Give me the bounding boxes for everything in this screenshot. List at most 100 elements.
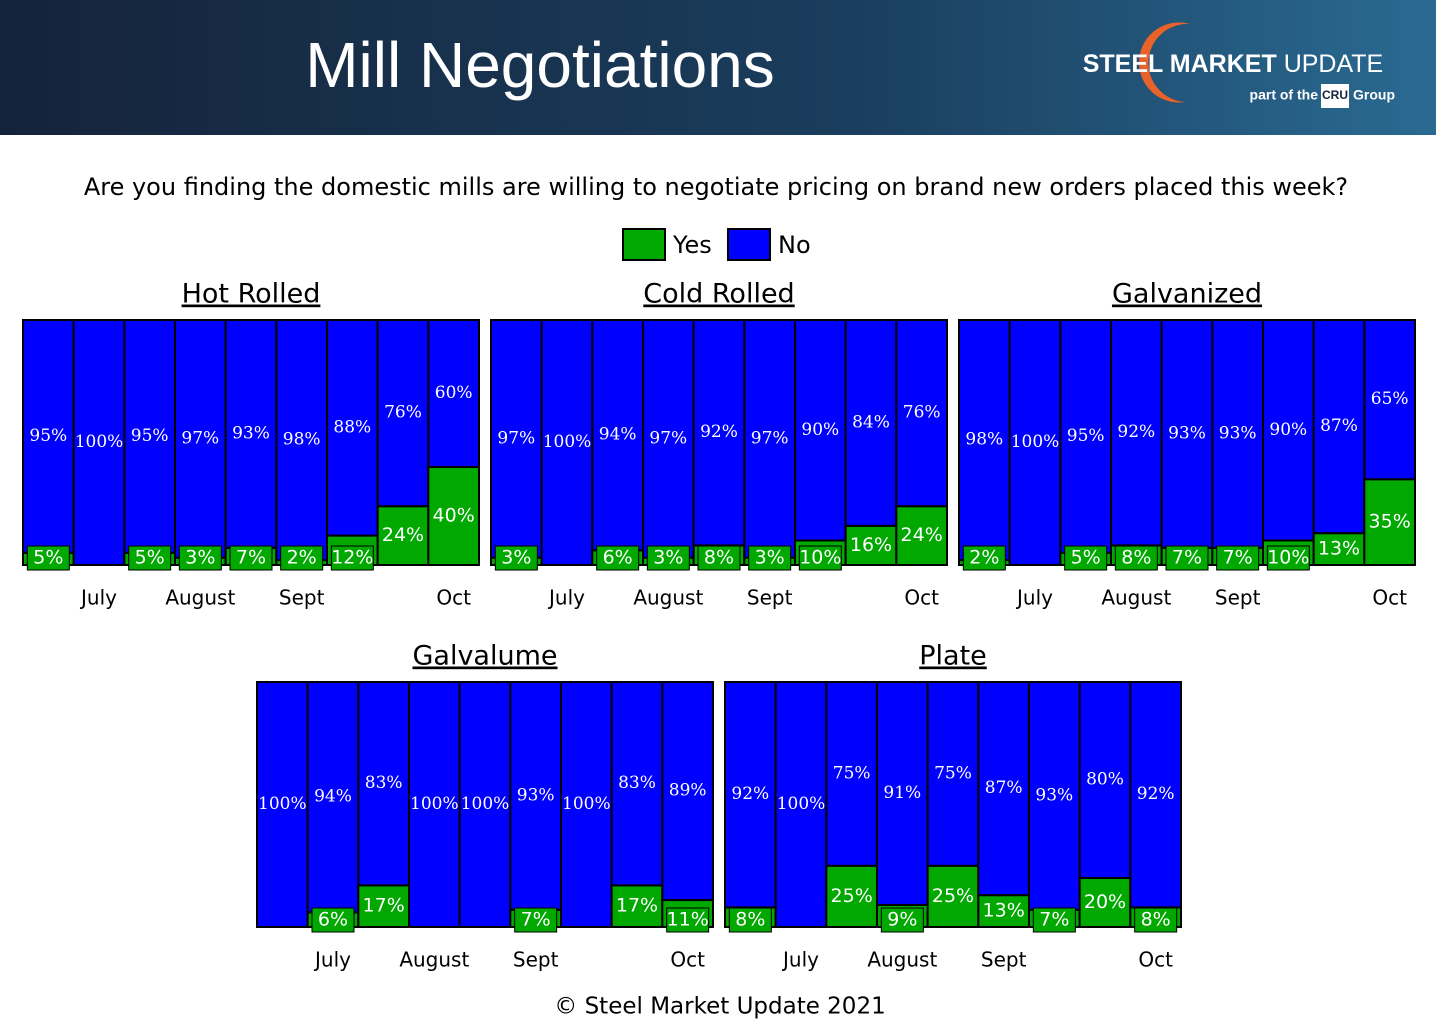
yes-bar: [926, 864, 980, 928]
yes-value-label: 24%: [901, 524, 943, 546]
yes-value-label: 10%: [799, 547, 841, 569]
yes-label-box: [1134, 907, 1178, 933]
no-bar: [560, 681, 613, 928]
x-tick-label: August: [399, 948, 469, 972]
yes-label-box: [229, 545, 273, 571]
logo-cru: CRU: [1322, 88, 1348, 102]
no-value-label: 100%: [410, 794, 459, 814]
no-value-label: 95%: [131, 426, 169, 446]
x-tick-label: August: [867, 948, 937, 972]
no-bar: [661, 681, 714, 902]
no-value-label: 92%: [1117, 422, 1155, 442]
no-value-label: 98%: [283, 430, 321, 450]
page-title: Mill Negotiations: [305, 29, 775, 101]
yes-label-box: [728, 907, 772, 933]
yes-label-box: [1114, 545, 1158, 571]
logo-cru-box: [1321, 84, 1349, 108]
yes-label-box: [748, 545, 792, 571]
no-value-label: 92%: [1137, 784, 1175, 804]
no-value-label: 95%: [1067, 426, 1105, 446]
yes-label-box: [514, 907, 558, 933]
x-tick-label: July: [547, 586, 585, 610]
logo-group: Group: [1353, 87, 1395, 103]
x-tick-label: Sept: [513, 948, 559, 972]
yes-value-label: 17%: [363, 895, 405, 917]
no-bar: [174, 319, 227, 559]
chart-title: Hot Rolled: [182, 279, 321, 310]
no-bar: [876, 681, 929, 906]
no-bar: [610, 681, 664, 887]
yes-bar: [844, 524, 898, 566]
no-value-label: 97%: [181, 428, 219, 448]
yes-bar: [977, 894, 1030, 929]
yes-value-label: 11%: [667, 909, 709, 931]
yes-label-box: [330, 545, 374, 571]
x-tick-label: July: [1015, 586, 1053, 610]
yes-label-box: [1032, 907, 1076, 933]
no-value-label: 91%: [883, 783, 921, 803]
no-bar: [306, 681, 360, 914]
no-value-label: 98%: [965, 430, 1003, 450]
x-tick-label: Oct: [670, 948, 705, 972]
no-value-label: 87%: [985, 778, 1023, 798]
yes-label-box: [646, 545, 690, 571]
no-bar: [357, 681, 411, 887]
no-value-label: 87%: [1320, 416, 1358, 436]
no-bar: [1028, 681, 1081, 911]
legend-label: Yes: [672, 231, 712, 259]
no-bar: [724, 681, 777, 909]
no-bar: [275, 319, 329, 562]
no-bar: [224, 319, 278, 549]
yes-value-label: 13%: [1318, 538, 1360, 560]
no-value-label: 83%: [365, 773, 403, 793]
yes-value-label: 8%: [735, 909, 765, 931]
no-value-label: 90%: [1269, 420, 1307, 440]
no-value-label: 60%: [435, 383, 473, 403]
yes-value-label: 6%: [318, 909, 348, 931]
no-value-label: 97%: [649, 428, 687, 448]
no-value-label: 88%: [333, 417, 371, 437]
yes-value-label: 2%: [969, 547, 999, 569]
yes-value-label: 10%: [1267, 547, 1309, 569]
no-value-label: 94%: [314, 787, 352, 807]
yes-value-label: 5%: [135, 547, 165, 569]
no-bar: [591, 319, 644, 552]
yes-label-box: [128, 545, 172, 571]
no-value-label: 84%: [852, 412, 890, 432]
yes-value-label: 9%: [887, 909, 917, 931]
logo-part: part of the: [1250, 87, 1319, 103]
no-bar: [977, 681, 1030, 897]
no-bar: [774, 681, 828, 928]
no-bar: [1059, 319, 1113, 554]
yes-label-box: [280, 545, 324, 571]
yes-value-label: 8%: [1121, 547, 1151, 569]
logo-bold: STEEL MARKET: [1083, 50, 1277, 78]
yes-value-label: 25%: [932, 885, 974, 907]
logo-light: UPDATE: [1284, 50, 1384, 78]
yes-bar: [895, 505, 948, 567]
question: Are you finding the domestic mills are w…: [84, 173, 1348, 201]
yes-label-box: [596, 545, 640, 571]
legend-swatch: [727, 228, 771, 261]
no-bar: [427, 319, 481, 468]
no-bar: [1312, 319, 1366, 535]
x-tick-label: Sept: [747, 586, 793, 610]
yes-value-label: 3%: [185, 547, 215, 569]
chart-title: Galvalume: [412, 641, 557, 672]
yes-label-box: [494, 545, 538, 571]
no-value-label: 75%: [833, 763, 871, 783]
no-value-label: 100%: [75, 432, 124, 452]
no-value-label: 90%: [801, 420, 839, 440]
chart-title: Galvanized: [1112, 279, 1262, 310]
no-value-label: 97%: [497, 428, 535, 448]
x-tick-label: July: [313, 948, 351, 972]
yes-value-label: 7%: [1172, 547, 1202, 569]
x-tick-label: Oct: [1138, 948, 1173, 972]
no-value-label: 93%: [1219, 423, 1257, 443]
no-value-label: 93%: [1168, 423, 1206, 443]
no-value-label: 76%: [384, 403, 422, 423]
no-value-label: 95%: [29, 426, 67, 446]
yes-value-label: 40%: [433, 505, 475, 527]
no-bar: [458, 681, 512, 928]
